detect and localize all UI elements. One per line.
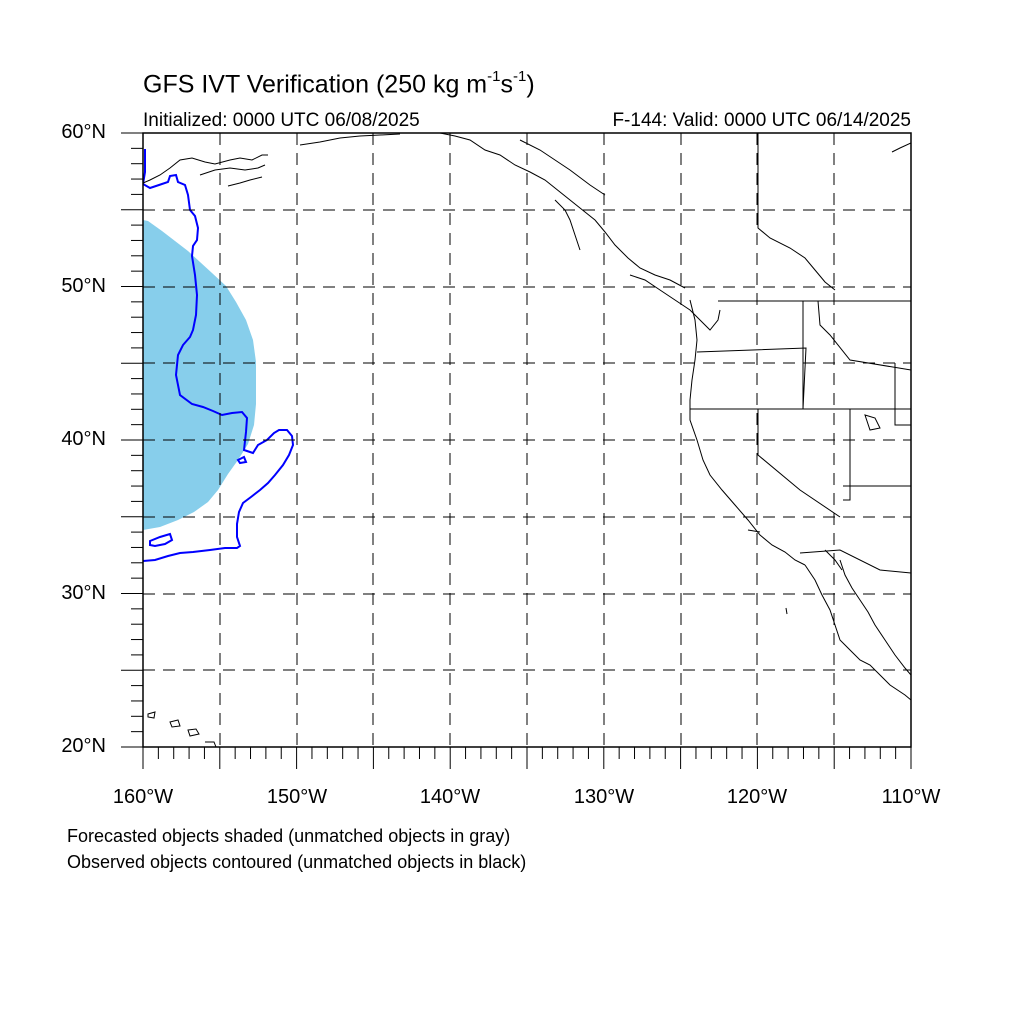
lat-label-20n: 20°N — [61, 735, 106, 757]
lon-label-140w: 140°W — [419, 786, 481, 808]
lat-label-30n: 30°N — [61, 582, 106, 604]
lon-label-150w: 150°W — [266, 786, 328, 808]
legend-forecast-note: Forecasted objects shaded (unmatched obj… — [67, 826, 511, 846]
observed-object-contour — [143, 149, 295, 562]
lat-label-50n: 50°N — [61, 275, 106, 297]
observed-object-island-contour — [149, 532, 174, 548]
legend-observed-note: Observed objects contoured (unmatched ob… — [67, 852, 527, 872]
lat-label-60n: 60°N — [61, 121, 106, 143]
observed-object-small-contour — [236, 455, 248, 465]
lat-label-40n: 40°N — [61, 428, 106, 450]
chart-title: GFS IVT Verification (250 kg m-1s-1) — [143, 68, 535, 99]
lon-label-120w: 120°W — [726, 786, 788, 808]
lon-label-160w: 160°W — [112, 786, 174, 808]
grid-lines — [143, 133, 911, 747]
lon-label-110w: 110°W — [881, 786, 941, 808]
forecast-object-shading — [143, 220, 256, 530]
coastlines — [143, 133, 911, 747]
valid-time: F-144: Valid: 0000 UTC 06/14/2025 — [612, 110, 911, 131]
axis-ticks — [121, 132, 912, 769]
initialized-time: Initialized: 0000 UTC 06/08/2025 — [143, 110, 420, 131]
lon-label-130w: 130°W — [573, 786, 635, 808]
